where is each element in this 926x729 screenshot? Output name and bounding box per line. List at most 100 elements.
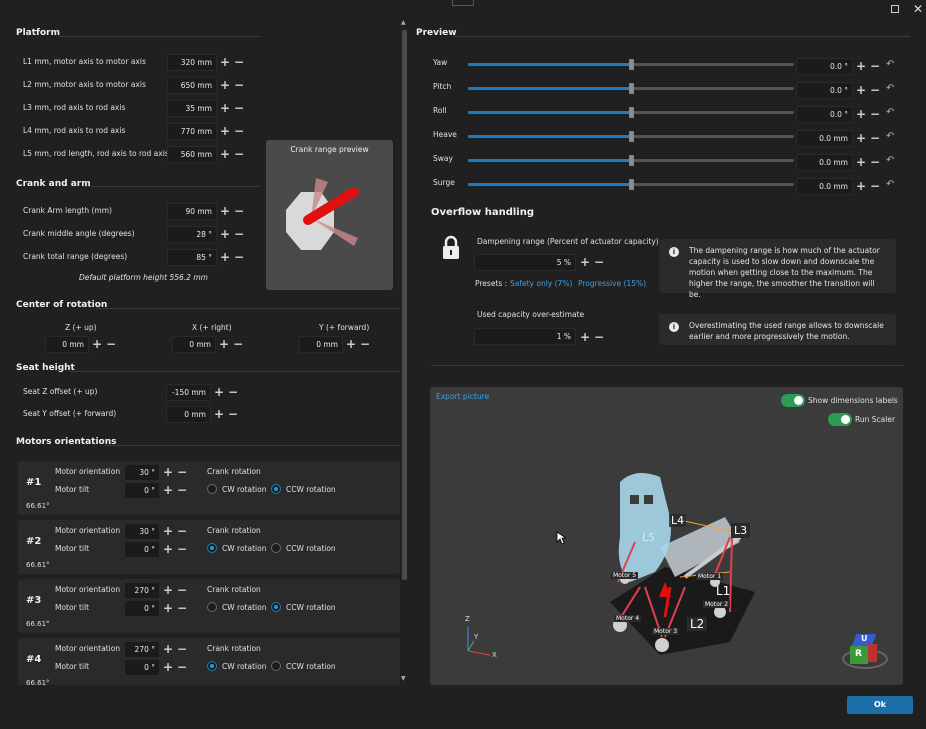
center-plus-button[interactable]: +	[346, 337, 357, 351]
preset-safety-link[interactable]: Safety only (7%)	[510, 279, 573, 288]
reset-icon[interactable]: ↶	[886, 83, 895, 94]
platform-input[interactable]: 320 mm	[167, 54, 217, 71]
motor-orientation-plus-button[interactable]: +	[163, 524, 174, 538]
motor-orientation-plus-button[interactable]: +	[163, 465, 174, 479]
preview-minus-button[interactable]: −	[870, 155, 881, 169]
motor-tilt-input[interactable]: 0 °	[124, 482, 160, 499]
crank-input[interactable]: 85 °	[167, 249, 217, 266]
ok-button[interactable]: Ok	[847, 696, 913, 714]
reset-icon[interactable]: ↶	[886, 155, 895, 166]
slider-thumb[interactable]	[629, 83, 634, 94]
overestimate-input[interactable]: 1 %	[474, 328, 576, 345]
motor-orientation-input[interactable]: 30 °	[124, 464, 160, 481]
platform-minus-button[interactable]: −	[234, 124, 245, 138]
preview-value-input[interactable]: 0.0 °	[796, 58, 853, 75]
seat-input[interactable]: -150 mm	[166, 384, 211, 401]
motor-tilt-plus-button[interactable]: +	[163, 660, 174, 674]
motor-orientation-input[interactable]: 30 °	[124, 523, 160, 540]
crank-plus-button[interactable]: +	[220, 250, 231, 264]
scrollbar-thumb[interactable]	[402, 30, 407, 580]
motor-tilt-minus-button[interactable]: −	[177, 601, 188, 615]
reset-icon[interactable]: ↶	[886, 131, 895, 142]
motor-orientation-minus-button[interactable]: −	[177, 642, 188, 656]
platform-plus-button[interactable]: +	[220, 78, 231, 92]
cw-radio[interactable]	[207, 484, 217, 494]
platform-plus-button[interactable]: +	[220, 55, 231, 69]
preview-minus-button[interactable]: −	[870, 83, 881, 97]
motor-tilt-input[interactable]: 0 °	[124, 541, 160, 558]
run-scaler-toggle[interactable]	[828, 413, 852, 426]
slider-thumb[interactable]	[629, 59, 634, 70]
cw-radio[interactable]	[207, 543, 217, 553]
preview-slider[interactable]	[468, 131, 794, 142]
center-minus-button[interactable]: −	[233, 337, 244, 351]
slider-thumb[interactable]	[629, 131, 634, 142]
preview-slider[interactable]	[468, 107, 794, 118]
crank-plus-button[interactable]: +	[220, 204, 231, 218]
crank-plus-button[interactable]: +	[220, 227, 231, 241]
motor-orientation-input[interactable]: 270 °	[124, 641, 160, 658]
preview-plus-button[interactable]: +	[856, 131, 867, 145]
center-plus-button[interactable]: +	[92, 337, 103, 351]
slider-thumb[interactable]	[629, 107, 634, 118]
preview-slider[interactable]	[468, 179, 794, 190]
crank-input[interactable]: 28 °	[167, 226, 217, 243]
preview-minus-button[interactable]: −	[870, 59, 881, 73]
platform-input[interactable]: 560 mm	[167, 146, 217, 163]
preview-minus-button[interactable]: −	[870, 179, 881, 193]
motor-orientation-input[interactable]: 270 °	[124, 582, 160, 599]
slider-thumb[interactable]	[629, 155, 634, 166]
platform-input[interactable]: 770 mm	[167, 123, 217, 140]
preview-plus-button[interactable]: +	[856, 107, 867, 121]
motor-tilt-minus-button[interactable]: −	[177, 542, 188, 556]
platform-minus-button[interactable]: −	[234, 147, 245, 161]
overestimate-minus-button[interactable]: −	[594, 330, 605, 344]
preview-value-input[interactable]: 0.0 °	[796, 106, 853, 123]
motor-tilt-input[interactable]: 0 °	[124, 659, 160, 676]
platform-input[interactable]: 35 mm	[167, 100, 217, 117]
motor-tilt-minus-button[interactable]: −	[177, 483, 188, 497]
motor-orientation-plus-button[interactable]: +	[163, 642, 174, 656]
platform-minus-button[interactable]: −	[234, 55, 245, 69]
preview-value-input[interactable]: 0.0 mm	[796, 178, 853, 195]
center-col-input[interactable]: 0 mm	[172, 336, 216, 353]
maximize-icon[interactable]	[891, 5, 899, 13]
motor-tilt-plus-button[interactable]: +	[163, 601, 174, 615]
preview-slider[interactable]	[468, 83, 794, 94]
motor-tilt-input[interactable]: 0 °	[124, 600, 160, 617]
preview-plus-button[interactable]: +	[856, 155, 867, 169]
dampening-input[interactable]: 5 %	[474, 254, 576, 271]
ccw-radio[interactable]	[271, 543, 281, 553]
view-cube[interactable]: U R	[842, 631, 888, 671]
seat-minus-button[interactable]: −	[228, 385, 239, 399]
motor-orientation-minus-button[interactable]: −	[177, 465, 188, 479]
preview-slider[interactable]	[468, 59, 794, 70]
motor-tilt-plus-button[interactable]: +	[163, 483, 174, 497]
center-col-input[interactable]: 0 mm	[299, 336, 343, 353]
cw-radio[interactable]	[207, 602, 217, 612]
preview-plus-button[interactable]: +	[856, 83, 867, 97]
preview-slider[interactable]	[468, 155, 794, 166]
preview-minus-button[interactable]: −	[870, 107, 881, 121]
platform-plus-button[interactable]: +	[220, 147, 231, 161]
motor-tilt-plus-button[interactable]: +	[163, 542, 174, 556]
preview-value-input[interactable]: 0.0 mm	[796, 130, 853, 147]
platform-input[interactable]: 650 mm	[167, 77, 217, 94]
ccw-radio[interactable]	[271, 484, 281, 494]
motor-orientation-plus-button[interactable]: +	[163, 583, 174, 597]
viewer-3d[interactable]: Export picture Show dimensions labels Ru…	[430, 387, 903, 685]
reset-icon[interactable]: ↶	[886, 59, 895, 70]
reset-icon[interactable]: ↶	[886, 179, 895, 190]
center-minus-button[interactable]: −	[360, 337, 371, 351]
seat-minus-button[interactable]: −	[228, 407, 239, 421]
drag-handle[interactable]	[452, 0, 474, 6]
preset-progressive-link[interactable]: Progressive (15%)	[578, 279, 647, 288]
cw-radio[interactable]	[207, 661, 217, 671]
crank-minus-button[interactable]: −	[234, 204, 245, 218]
preview-plus-button[interactable]: +	[856, 59, 867, 73]
crank-input[interactable]: 90 mm	[167, 203, 217, 220]
scroll-down-arrow[interactable]: ▼	[401, 675, 406, 682]
overestimate-plus-button[interactable]: +	[580, 330, 591, 344]
crank-minus-button[interactable]: −	[234, 250, 245, 264]
motor-orientation-minus-button[interactable]: −	[177, 524, 188, 538]
